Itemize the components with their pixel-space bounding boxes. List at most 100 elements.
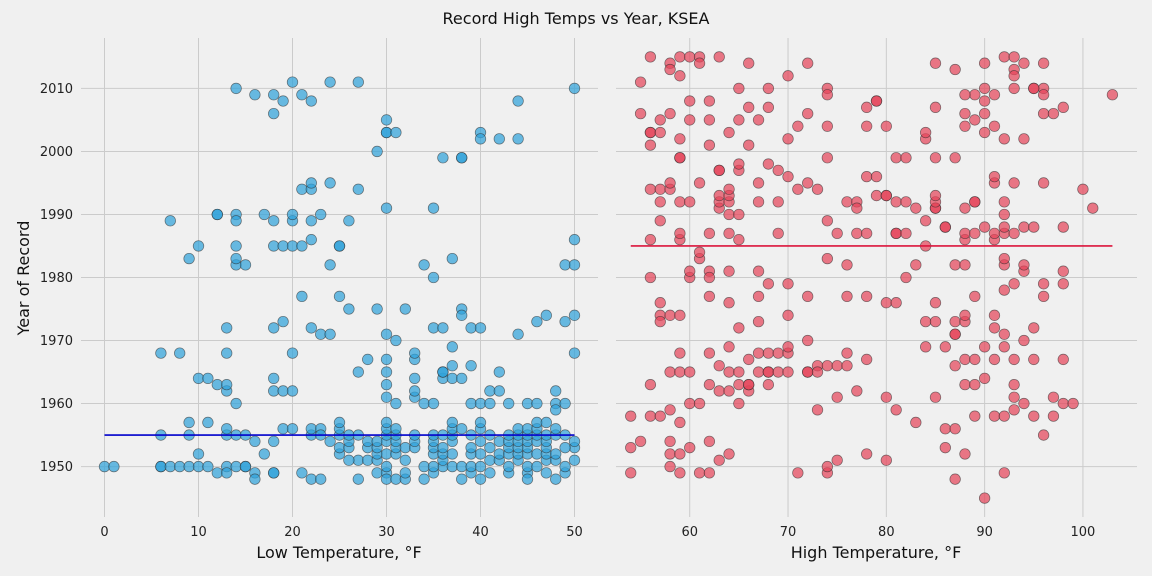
left-data-point: [230, 397, 242, 410]
right-data-point: [733, 234, 745, 246]
left-data-point: [474, 435, 487, 448]
left-data-point: [484, 397, 496, 410]
left-data-point: [371, 435, 383, 448]
right-data-point: [1037, 107, 1050, 120]
right-data-point: [752, 315, 765, 328]
right-data-point: [703, 139, 716, 151]
left-x-tick-label: 40: [472, 525, 489, 540]
right-data-point: [625, 442, 637, 454]
left-data-point: [484, 442, 496, 454]
right-data-point: [733, 366, 745, 378]
right-data-point: [821, 360, 833, 372]
left-data-point: [427, 271, 440, 284]
right-data-point: [703, 347, 716, 359]
left-data-point: [380, 328, 393, 340]
right-panel: 60 70 80 90 100 High Temperature, °F: [616, 38, 1137, 562]
left-data-point: [362, 435, 374, 448]
left-data-point: [286, 208, 299, 221]
right-data-point: [664, 177, 676, 189]
left-data-point: [380, 448, 393, 460]
left-data-point: [559, 460, 571, 473]
right-data-point: [949, 423, 961, 435]
right-data-point: [929, 391, 942, 403]
right-data-point: [664, 448, 676, 460]
right-data-point: [1077, 183, 1089, 195]
right-data-point: [703, 227, 716, 240]
right-data-point: [861, 171, 873, 183]
left-data-point: [333, 442, 346, 454]
right-data-point: [821, 120, 833, 132]
right-data-point: [674, 227, 686, 240]
left-data-point: [221, 378, 233, 391]
left-data-point: [249, 435, 261, 448]
left-panel: 0 10 20 30 40 50 1950 1960 1970 1980 1990 2000 2010…: [14, 38, 598, 562]
right-data-point: [959, 107, 971, 120]
right-data-point: [703, 95, 716, 107]
left-data-point: [399, 442, 411, 454]
left-y-tick-label: 1950: [40, 460, 73, 475]
left-data-point: [465, 397, 477, 410]
right-data-point: [1008, 391, 1020, 403]
right-data-point: [792, 467, 804, 479]
right-data-point: [664, 435, 676, 448]
right-data-point: [988, 227, 1001, 240]
left-data-point: [446, 460, 458, 473]
right-data-point: [910, 416, 922, 429]
left-data-point: [155, 347, 167, 359]
right-data-point: [988, 89, 1001, 101]
right-data-point: [1057, 278, 1069, 290]
right-data-point: [939, 423, 951, 435]
left-data-point: [503, 460, 515, 473]
left-data-point: [540, 467, 552, 479]
right-data-point: [654, 215, 666, 227]
right-data-point: [674, 70, 686, 82]
right-data-point: [841, 290, 853, 303]
right-data-point: [939, 442, 951, 454]
left-data-point: [315, 473, 327, 485]
left-data-point: [568, 347, 581, 359]
right-data-point: [998, 328, 1010, 340]
left-data-point: [437, 322, 449, 334]
right-data-point: [1037, 177, 1050, 189]
right-data-point: [644, 139, 657, 151]
left-data-point: [268, 467, 280, 479]
left-data-point: [474, 133, 487, 145]
left-data-point: [315, 208, 327, 221]
left-data-point: [568, 82, 581, 95]
right-data-point: [811, 404, 824, 416]
right-x-tick-label: 80: [878, 525, 895, 540]
right-data-point: [998, 252, 1010, 265]
right-data-point: [920, 341, 932, 353]
right-data-point: [1008, 177, 1020, 189]
left-data-point: [362, 353, 374, 366]
left-y-ticks: 1950 1960 1970 1980 1990 2000 2010: [40, 82, 73, 475]
right-x-ticks: 60 70 80 90 100: [681, 525, 1095, 540]
left-data-point: [277, 385, 289, 397]
right-data-point: [723, 297, 735, 309]
right-data-point: [693, 57, 706, 69]
left-data-point: [399, 454, 411, 466]
right-data-point: [782, 309, 794, 321]
left-data-point: [268, 372, 280, 384]
left-data-point: [239, 259, 252, 271]
left-data-point: [474, 473, 487, 485]
right-data-point: [988, 322, 1001, 334]
right-data-point: [821, 215, 833, 227]
right-data-point: [693, 246, 706, 258]
right-data-point: [674, 347, 686, 359]
right-data-point: [890, 152, 902, 164]
left-data-point: [456, 473, 468, 485]
right-data-point: [861, 353, 873, 366]
right-data-point: [821, 89, 833, 101]
right-data-point: [969, 353, 981, 366]
right-data-point: [802, 334, 814, 347]
right-data-point: [998, 221, 1010, 233]
right-data-point: [998, 341, 1010, 353]
right-data-point: [959, 120, 971, 132]
right-data-point: [733, 158, 745, 170]
right-data-point: [684, 114, 696, 126]
right-data-point: [674, 51, 686, 63]
left-data-point: [465, 322, 477, 334]
right-data-point: [733, 114, 745, 126]
right-data-point: [674, 309, 686, 321]
